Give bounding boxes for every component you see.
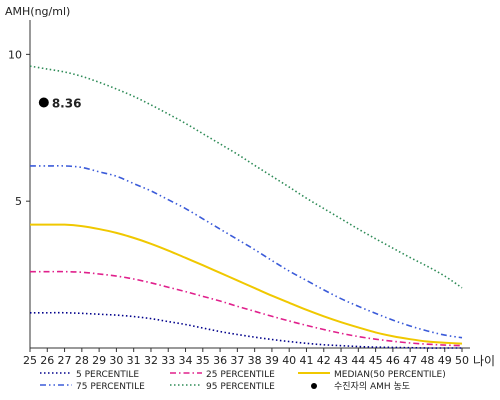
x-tick-label: 40 xyxy=(282,354,296,367)
x-tick-label: 45 xyxy=(369,354,383,367)
x-tick-label: 27 xyxy=(58,354,72,367)
legend-label: 95 PERCENTILE xyxy=(206,382,275,392)
legend-marker-patient xyxy=(311,383,317,389)
series-line-5-percentile xyxy=(30,311,462,349)
x-tick-label: 39 xyxy=(265,354,279,367)
x-tick-label: 41 xyxy=(299,354,313,367)
series-line-75-percentile xyxy=(29,165,463,339)
y-tick-label: 5 xyxy=(15,195,22,208)
series-line-95-percentile xyxy=(29,65,463,289)
x-tick-label: 29 xyxy=(92,354,106,367)
patient-amh-value-label: 8.36 xyxy=(52,97,82,111)
x-tick-label: 43 xyxy=(334,354,348,367)
x-tick-label: 28 xyxy=(75,354,89,367)
x-tick-label: 38 xyxy=(248,354,262,367)
x-tick-label: 35 xyxy=(196,354,210,367)
x-tick-label: 42 xyxy=(317,354,331,367)
legend-label: MEDIAN(50 PERCENTILE) xyxy=(334,370,446,380)
patient-point-layer: 8.36 xyxy=(38,97,82,111)
x-tick-label: 33 xyxy=(161,354,175,367)
x-tick-label: 25 xyxy=(23,354,37,367)
series-layer xyxy=(29,65,463,349)
legend-label: 수진자의 AMH 농도 xyxy=(334,381,410,392)
x-tick-label: 36 xyxy=(213,354,227,367)
legend: 5 PERCENTILE 25 PERCENTILE MEDIAN(50 PERCE… xyxy=(40,370,446,392)
x-tick-label: 48 xyxy=(420,354,434,367)
series-line-25-percentile xyxy=(30,270,463,347)
x-tick-label: 47 xyxy=(403,354,417,367)
x-tick-label: 46 xyxy=(386,354,400,367)
y-axis-label: AMH(ng/ml) xyxy=(5,5,70,18)
legend-label: 25 PERCENTILE xyxy=(206,370,275,380)
legend-label: 5 PERCENTILE xyxy=(76,370,139,380)
x-tick-label: 30 xyxy=(109,354,123,367)
patient-amh-point xyxy=(38,97,49,108)
x-tick-label: 32 xyxy=(144,354,158,367)
y-tick-label: 10 xyxy=(8,48,22,61)
x-axis-label: 나이 xyxy=(473,354,495,368)
x-tick-label: 44 xyxy=(351,354,365,367)
x-tick-label: 49 xyxy=(438,354,452,367)
x-tick-label: 50 xyxy=(455,354,469,367)
legend-label: 75 PERCENTILE xyxy=(76,382,145,392)
x-tick-label: 37 xyxy=(230,354,244,367)
x-tick-label: 34 xyxy=(179,354,193,367)
x-tick-label: 26 xyxy=(40,354,54,367)
x-tick-label: 31 xyxy=(127,354,141,367)
series-line-median-50-percentile xyxy=(30,223,463,345)
